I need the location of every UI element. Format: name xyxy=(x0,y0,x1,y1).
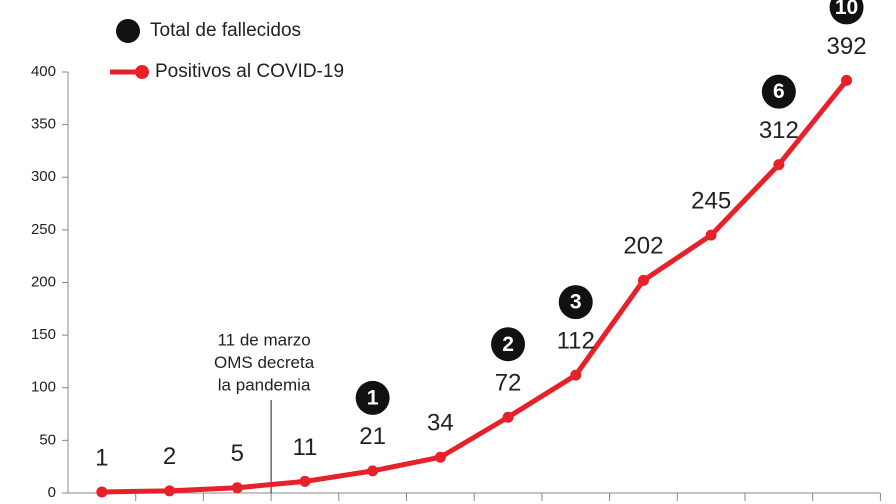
data-point xyxy=(96,486,108,498)
data-point xyxy=(502,411,514,423)
y-tick-label: 300 xyxy=(31,168,56,185)
annotation-text: OMS decreta xyxy=(214,353,315,372)
death-marker xyxy=(558,285,593,320)
death-marker xyxy=(761,74,796,109)
data-line xyxy=(101,78,849,495)
value-label: 245 xyxy=(691,187,731,214)
death-label: 6 xyxy=(773,80,785,103)
death-label: 2 xyxy=(502,333,514,356)
data-point xyxy=(434,451,446,463)
annotation-text: 11 de marzo xyxy=(217,330,310,349)
data-point xyxy=(164,485,176,497)
value-label: 11 xyxy=(292,434,317,461)
data-point xyxy=(570,369,582,381)
death-label: 10 xyxy=(835,0,858,19)
value-label: 5 xyxy=(231,440,244,467)
data-point xyxy=(773,159,785,171)
y-tick-label: 0 xyxy=(48,484,56,501)
death-label: 1 xyxy=(367,386,379,409)
y-tick-label: 350 xyxy=(31,116,56,133)
y-tick-label: 400 xyxy=(31,63,56,80)
value-label: 2 xyxy=(163,443,176,470)
legend-label: Positivos al COVID-19 xyxy=(155,61,344,82)
death-marker xyxy=(829,0,864,25)
y-tick-label: 250 xyxy=(31,221,56,238)
y-tick-label: 200 xyxy=(31,273,56,290)
data-point xyxy=(637,274,649,286)
data-point xyxy=(231,482,243,494)
value-label: 392 xyxy=(827,33,867,60)
annotation-text: la pandemia xyxy=(218,375,311,394)
value-label: 312 xyxy=(759,117,799,144)
y-tick-label: 150 xyxy=(31,326,56,343)
data-point xyxy=(705,229,717,241)
value-label: 21 xyxy=(359,423,386,450)
legend-marker xyxy=(116,19,140,43)
legend-marker xyxy=(135,65,149,79)
data-point xyxy=(841,74,853,86)
death-marker xyxy=(491,327,526,362)
value-label: 202 xyxy=(623,233,663,260)
data-point xyxy=(367,465,379,477)
value-label: 112 xyxy=(557,327,595,354)
value-label: 72 xyxy=(495,370,522,397)
data-point xyxy=(299,475,311,487)
y-tick-label: 100 xyxy=(31,379,56,396)
death-marker xyxy=(355,380,390,415)
value-label: 34 xyxy=(427,410,454,437)
value-label: 1 xyxy=(95,444,108,471)
y-tick-label: 50 xyxy=(39,431,56,448)
legend-label: Total de fallecidos xyxy=(150,20,301,41)
death-label: 3 xyxy=(570,291,582,314)
